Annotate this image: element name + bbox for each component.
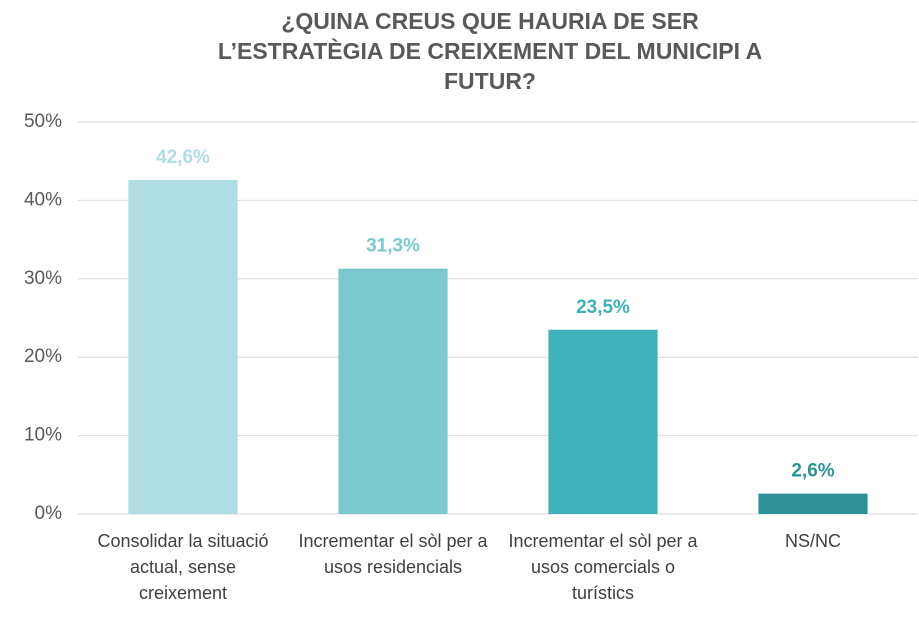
y-tick-label: 50% [24,111,62,132]
y-tick-label: 40% [24,189,62,210]
bar [128,180,238,515]
y-tick-label: 20% [24,346,62,367]
bar [758,493,868,514]
value-label: 31,3% [366,236,420,257]
x-tick-label: NS/NC [784,531,841,551]
x-tick-label: Incrementar el sòl per a usos comercials… [508,531,698,603]
y-tick-label: 0% [35,503,63,524]
y-tick-label: 10% [24,425,62,446]
value-label: 23,5% [576,297,630,318]
x-tick-label: Incrementar el sòl per a usos residencia… [298,531,488,577]
bar [338,268,448,514]
value-label: 42,6% [156,147,210,168]
y-tick-label: 30% [24,268,62,289]
chart-title: ¿QUINA CREUS QUE HAURIA DE SER L’ESTRATÈ… [217,8,763,94]
bar [548,329,658,514]
value-label: 2,6% [791,461,834,482]
x-tick-label: Consolidar la situació actual, sense cre… [97,531,269,603]
